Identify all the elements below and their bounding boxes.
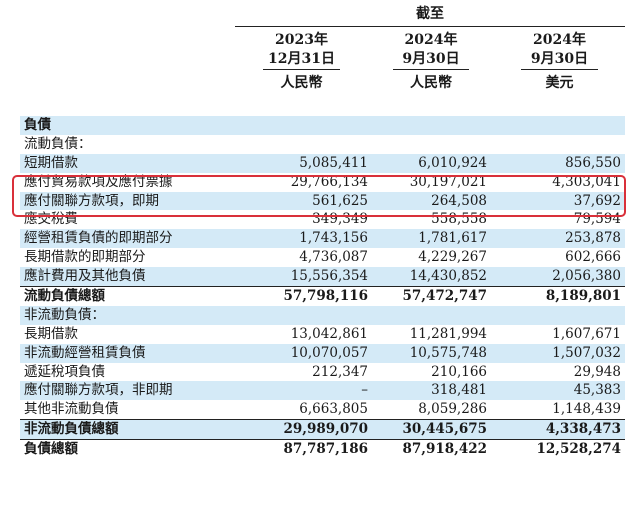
row-value-col2: 14,430,852 <box>409 268 487 285</box>
table-row: 經營租賃負債的即期部分 1,743,156 1,781,617 253,878 <box>20 229 625 249</box>
row-value-col1: 87,787,186 <box>283 441 368 458</box>
row-value-col3: 1,507,032 <box>552 344 621 361</box>
table-row: 短期借款 5,085,411 6,010,924 856,550 <box>20 153 625 173</box>
row-label: 負債 <box>24 117 51 133</box>
row-label: 應計費用及其他負債 <box>24 268 146 285</box>
col3-currency: 美元 <box>545 75 574 91</box>
row-value-col1: – <box>361 382 368 399</box>
col1-year: 2023年 <box>275 32 328 48</box>
row-value-col1: 29,989,070 <box>283 421 368 438</box>
table-row: 流動負債總額 57,798,116 57,472,747 8,189,801 <box>20 286 625 306</box>
row-value-col1: 1,743,156 <box>299 230 368 247</box>
row-value-col1: 13,042,861 <box>290 325 368 342</box>
col2-date: 9月30日 <box>402 51 460 67</box>
row-label: 遞延稅項負債 <box>24 363 105 380</box>
row-value-col3: 29,948 <box>573 363 621 380</box>
row-value-col2: 210,166 <box>431 363 487 380</box>
row-label: 應付關聯方款項，非即期 <box>24 382 173 399</box>
row-value-col3: 4,303,041 <box>552 173 621 190</box>
row-value-col1: 6,663,805 <box>299 401 368 418</box>
col1-currency: 人民幣 <box>280 75 323 91</box>
row-value-col3: 1,148,439 <box>552 401 621 418</box>
row-value-col1: 561,625 <box>312 192 368 209</box>
table-row: 應計費用及其他負債 15,556,354 14,430,852 2,056,380 <box>20 267 625 287</box>
header-group-label: 截至 <box>416 6 444 22</box>
row-label: 其他非流動負債 <box>24 401 119 418</box>
row-value-col3: 37,692 <box>573 192 621 209</box>
row-value-col2: 264,508 <box>431 192 487 209</box>
row-value-col1: 10,070,057 <box>290 344 368 361</box>
row-label: 非流動負債： <box>24 306 105 323</box>
row-value-col3: 602,666 <box>565 249 621 266</box>
table-row: 非流動經營租賃負債 10,070,057 10,575,748 1,507,032 <box>20 343 625 363</box>
row-label: 非流動經營租賃負債 <box>24 344 146 361</box>
col1-date-rule <box>263 69 340 70</box>
row-value-col2: 30,445,675 <box>402 421 487 438</box>
row-label: 應付貿易款項及應付票據 <box>24 173 173 190</box>
row-value-col2: 6,010,924 <box>418 154 487 171</box>
table-row: 應付關聯方款項，即期 561,625 264,508 37,692 <box>20 191 625 211</box>
row-value-col2: 318,481 <box>431 382 487 399</box>
table-row: 長期借款的即期部分 4,736,087 4,229,267 602,666 <box>20 248 625 267</box>
header-group-rule <box>235 26 625 27</box>
table-row: 其他非流動負債 6,663,805 8,059,286 1,148,439 <box>20 400 625 419</box>
row-label: 長期借款 <box>24 325 78 342</box>
table-row: 遞延稅項負債 212,347 210,166 29,948 <box>20 363 625 382</box>
row-label: 非流動負債總額 <box>24 421 119 438</box>
col1-date: 12月31日 <box>268 51 335 67</box>
table-row: 非流動負債： <box>20 305 625 325</box>
row-value-col3: 253,878 <box>565 230 621 247</box>
table-row: 應付貿易款項及應付票據 29,766,134 30,197,021 4,303,041 <box>20 173 625 192</box>
table-row: 負債總額 87,787,186 87,918,422 12,528,274 <box>20 439 625 459</box>
table-row: 非流動負債總額 29,989,070 30,445,675 4,338,473 <box>20 419 625 440</box>
row-value-col3: 1,607,671 <box>552 325 621 342</box>
row-value-col1: 29,766,134 <box>290 173 368 190</box>
row-value-col1: 212,347 <box>312 363 368 380</box>
row-value-col2: 30,197,021 <box>409 173 487 190</box>
row-value-col2: 10,575,748 <box>409 344 487 361</box>
row-value-col2: 11,281,994 <box>409 325 487 342</box>
row-label: 流動負債總額 <box>24 288 105 305</box>
row-label: 應付關聯方款項，即期 <box>24 192 159 209</box>
liabilities-table: 負債流動負債： 短期借款 5,085,411 6,010,924 856,550 應付貿易… <box>20 116 625 459</box>
row-value-col2: 87,918,422 <box>402 441 487 458</box>
row-label: 負債總額 <box>24 441 78 458</box>
row-value-col2: 4,229,267 <box>418 249 487 266</box>
row-value-col2: 1,781,617 <box>418 230 487 247</box>
table-row: 負債 <box>20 116 625 135</box>
row-label: 短期借款 <box>24 154 78 171</box>
row-value-col2: 8,059,286 <box>418 401 487 418</box>
row-label: 經營租賃負債的即期部分 <box>24 230 173 247</box>
highlight-box <box>12 175 626 217</box>
row-label: 流動負債： <box>24 135 92 152</box>
row-value-col3: 4,338,473 <box>545 421 621 438</box>
table-row: 應付關聯方款項，非即期 – 318,481 45,383 <box>20 381 625 401</box>
col3-date: 9月30日 <box>530 51 589 67</box>
row-value-col1: 57,798,116 <box>283 288 368 305</box>
col2-currency: 人民幣 <box>410 75 452 91</box>
table-row: 長期借款 13,042,861 11,281,994 1,607,671 <box>20 325 625 344</box>
row-value-col3: 45,383 <box>573 382 621 399</box>
row-value-col3: 856,550 <box>565 154 621 171</box>
row-value-col2: 57,472,747 <box>402 288 487 305</box>
col3-year: 2024年 <box>533 32 586 48</box>
row-value-col1: 15,556,354 <box>290 268 368 285</box>
row-value-col1: 5,085,411 <box>299 154 368 171</box>
row-label: 長期借款的即期部分 <box>24 249 146 266</box>
col2-year: 2024年 <box>404 32 458 48</box>
row-value-col3: 12,528,274 <box>536 441 621 458</box>
row-value-col3: 2,056,380 <box>552 268 621 285</box>
row-value-col3: 8,189,801 <box>545 288 621 305</box>
row-value-col1: 4,736,087 <box>299 249 368 266</box>
col2-date-rule <box>393 69 469 70</box>
col3-date-rule <box>521 69 598 70</box>
table-row: 流動負債： <box>20 135 625 154</box>
